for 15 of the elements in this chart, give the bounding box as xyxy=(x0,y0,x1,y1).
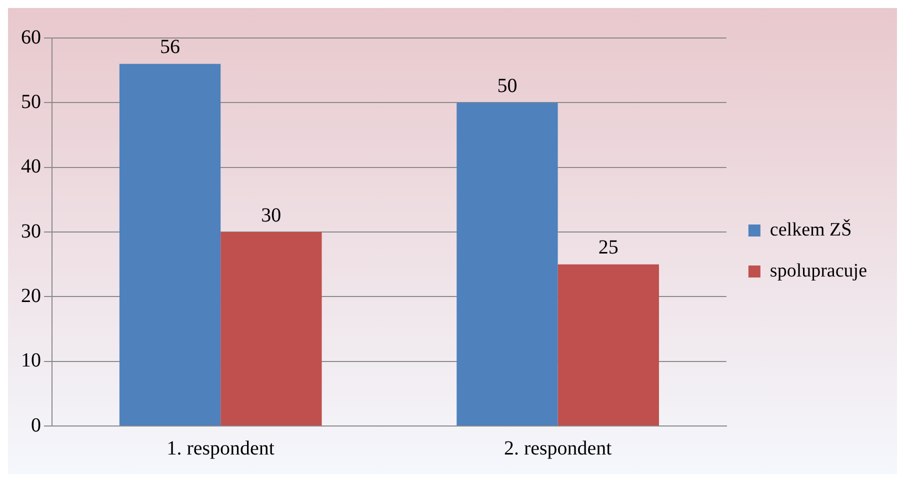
y-tick-label: 30 xyxy=(21,220,41,242)
x-tick-label: 1. respondent xyxy=(166,437,275,460)
legend-label: spolupracuje xyxy=(770,260,867,282)
y-tick-label: 50 xyxy=(21,90,41,113)
y-tick-label: 10 xyxy=(21,350,41,372)
y-tick-label: 0 xyxy=(31,414,41,436)
y-tick-label: 40 xyxy=(21,156,41,178)
data-label: 30 xyxy=(261,204,282,226)
data-label: 50 xyxy=(497,74,518,97)
data-label: 25 xyxy=(598,236,618,259)
y-tick-label: 60 xyxy=(21,26,41,48)
data-label: 56 xyxy=(160,36,180,58)
y-tick-label: 20 xyxy=(21,284,41,307)
legend-label: celkem ZŠ xyxy=(770,218,852,240)
x-tick-label: 2. respondent xyxy=(504,437,612,460)
